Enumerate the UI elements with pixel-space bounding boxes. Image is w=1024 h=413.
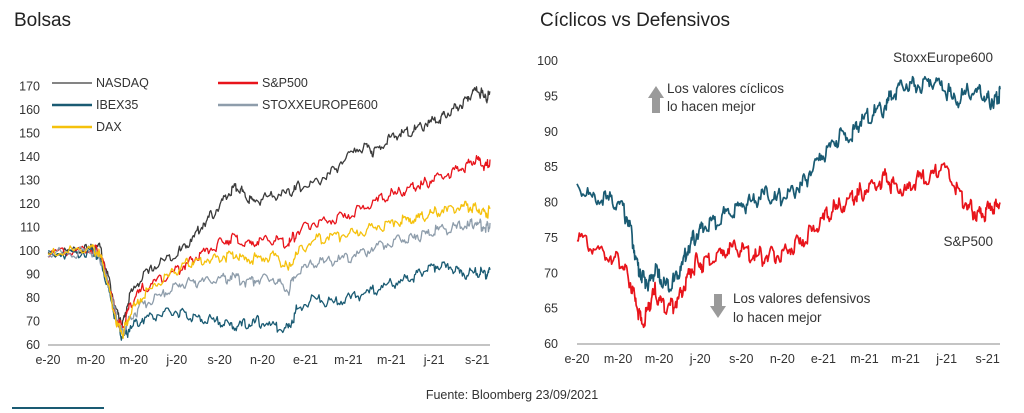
bolsas-x-tick-label: j-21 [423, 353, 445, 367]
ciclicos-y-tick-label: 90 [544, 125, 558, 139]
bolsas-x-tick-label: e-21 [293, 353, 318, 367]
down-arrow-icon [710, 294, 726, 318]
bolsas-series-s-p500 [47, 154, 491, 329]
bolsas-y-tick-label: 160 [19, 103, 40, 117]
bolsas-x-tick-label: m-21 [334, 353, 363, 367]
ciclicos-y-tick-label: 75 [544, 231, 558, 245]
chart-title-bolsas: Bolsas [14, 10, 72, 31]
ciclicos-x-tick-label: j-20 [689, 352, 711, 366]
bolsas-y-tick-label: 90 [26, 268, 40, 282]
bolsas-y-tick-label: 70 [26, 315, 40, 329]
bolsas-x-tick-label: m-20 [77, 353, 106, 367]
ciclicos-y-tick-label: 70 [544, 266, 558, 280]
bolsas-x-tick-label: s-20 [207, 353, 231, 367]
annotation-down-line2: lo hacen mejor [733, 310, 822, 325]
series-label-sp500: S&P500 [943, 234, 993, 249]
bolsas-x-tick-label: n-20 [250, 353, 275, 367]
bolsas-y-tick-label: 120 [19, 197, 40, 211]
bolsas-y-tick-label: 80 [26, 291, 40, 305]
bolsas-x-tick-label: j-20 [165, 353, 187, 367]
ciclicos-x-tick-label: e-20 [564, 352, 589, 366]
legend-label-dax: DAX [96, 120, 122, 134]
ciclicos-series-stoxxeurope600 [576, 75, 1001, 293]
ciclicos-y-tick-label: 100 [537, 54, 558, 68]
bolsas-y-tick-label: 60 [26, 338, 40, 352]
ciclicos-x-tick-label: m-21 [891, 352, 920, 366]
bolsas-y-tick-label: 100 [19, 244, 40, 258]
ciclicos-x-tick-label: m-21 [850, 352, 879, 366]
bolsas-y-tick-label: 150 [19, 127, 40, 141]
bolsas-x-tick-label: s-21 [465, 353, 489, 367]
ciclicos-y-tick-label: 80 [544, 196, 558, 210]
up-arrow-icon [648, 86, 664, 113]
series-label-stoxxeurope600: StoxxEurope600 [893, 50, 993, 65]
annotation-down-line1: Los valores defensivos [733, 291, 871, 306]
bottom-rule [12, 407, 104, 409]
bolsas-series-dax [47, 200, 491, 339]
ciclicos-y-tick-label: 60 [544, 337, 558, 351]
bolsas-x-tick-label: m-20 [120, 353, 149, 367]
legend-label-nasdaq: NASDAQ [96, 76, 149, 90]
legend-label-ibex35: IBEX35 [96, 98, 138, 112]
ciclicos-x-tick-label: j-21 [935, 352, 957, 366]
ciclicos-y-tick-label: 95 [544, 89, 558, 103]
bolsas-x-tick-label: e-20 [35, 353, 60, 367]
ciclicos-x-tick-label: n-20 [770, 352, 795, 366]
legend-label-stoxxeurope600: STOXXEUROPE600 [262, 98, 378, 112]
bolsas-y-tick-label: 130 [19, 174, 40, 188]
bolsas-y-tick-label: 170 [19, 80, 40, 94]
chart-title-ciclicos: Cíclicos vs Defensivos [540, 10, 731, 31]
ciclicos-x-tick-label: m-20 [604, 352, 633, 366]
annotation-up-line2: lo hacen mejor [667, 99, 756, 114]
bolsas-x-tick-label: m-21 [377, 353, 406, 367]
source-note: Fuente: Bloomberg 23/09/2021 [425, 388, 599, 402]
ciclicos-x-tick-label: s-20 [729, 352, 753, 366]
ciclicos-x-tick-label: m-20 [645, 352, 674, 366]
bolsas-y-tick-label: 140 [19, 150, 40, 164]
annotation-up-line1: Los valores cíclicos [667, 81, 784, 96]
legend-label-s-p500: S&P500 [262, 76, 308, 90]
ciclicos-y-tick-label: 85 [544, 160, 558, 174]
ciclicos-x-tick-label: s-21 [976, 352, 1000, 366]
bolsas-y-tick-label: 110 [20, 221, 40, 235]
ciclicos-x-tick-label: e-21 [811, 352, 836, 366]
bolsas-series-nasdaq [47, 86, 491, 328]
ciclicos-y-tick-label: 65 [544, 302, 558, 316]
ciclicos-series-s-p500 [576, 162, 1001, 329]
